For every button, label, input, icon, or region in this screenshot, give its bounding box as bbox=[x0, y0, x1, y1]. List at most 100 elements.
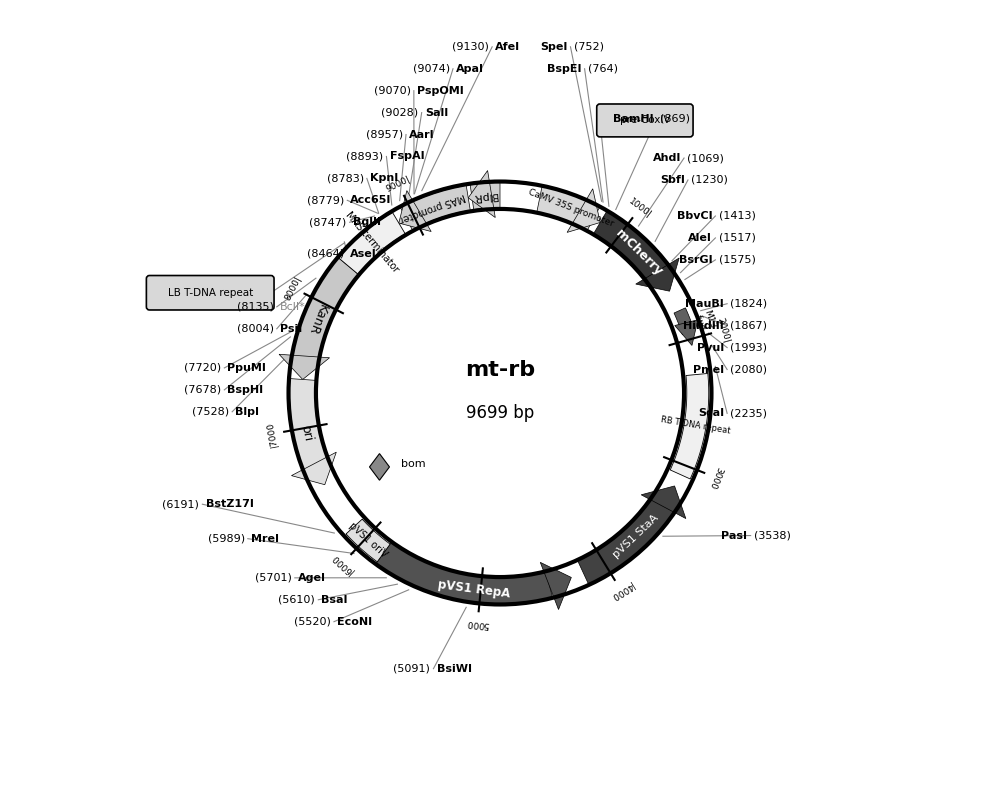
Text: PvuI: PvuI bbox=[697, 343, 724, 353]
Text: (7678): (7678) bbox=[184, 385, 221, 395]
Text: BsrGI: BsrGI bbox=[679, 255, 712, 265]
Text: KanR: KanR bbox=[304, 302, 329, 336]
Text: (5989): (5989) bbox=[208, 534, 245, 544]
Polygon shape bbox=[540, 562, 571, 609]
Text: AleI: AleI bbox=[688, 233, 712, 243]
Text: (5610): (5610) bbox=[278, 595, 315, 604]
Polygon shape bbox=[567, 189, 600, 233]
Text: BlpR: BlpR bbox=[471, 190, 497, 202]
Text: pre-CoxIV: pre-CoxIV bbox=[620, 116, 670, 126]
FancyBboxPatch shape bbox=[146, 276, 274, 310]
Text: AgeI: AgeI bbox=[298, 573, 326, 583]
Text: SbfI: SbfI bbox=[660, 175, 685, 185]
Text: M13
fwd: M13 fwd bbox=[693, 309, 717, 333]
Polygon shape bbox=[289, 182, 711, 604]
Text: 3000: 3000 bbox=[708, 465, 724, 490]
Text: mCherry: mCherry bbox=[613, 226, 665, 277]
Text: (8893): (8893) bbox=[346, 152, 383, 161]
Text: MAS terminator: MAS terminator bbox=[343, 210, 400, 275]
Text: (5520): (5520) bbox=[294, 617, 331, 626]
Text: (8135): (8135) bbox=[237, 302, 274, 312]
Text: (1230): (1230) bbox=[691, 175, 728, 185]
Polygon shape bbox=[641, 486, 686, 519]
Text: CaMV 35S promoter: CaMV 35S promoter bbox=[527, 188, 615, 229]
Text: FspAI: FspAI bbox=[390, 152, 424, 161]
Polygon shape bbox=[675, 320, 698, 346]
Text: (7528): (7528) bbox=[192, 407, 229, 417]
Text: AseI: AseI bbox=[350, 248, 377, 259]
Text: (1413): (1413) bbox=[719, 211, 755, 221]
Text: PsiI: PsiI bbox=[280, 324, 302, 334]
Text: SalI: SalI bbox=[425, 108, 448, 118]
Text: BspEI: BspEI bbox=[547, 64, 581, 74]
Text: 8000|: 8000| bbox=[283, 274, 303, 302]
Text: (8957): (8957) bbox=[366, 130, 403, 140]
Text: (6191): (6191) bbox=[162, 499, 199, 509]
Text: MAS promoter: MAS promoter bbox=[398, 190, 467, 224]
Polygon shape bbox=[468, 171, 495, 218]
Text: AhdI: AhdI bbox=[653, 153, 681, 163]
Polygon shape bbox=[279, 354, 330, 380]
Text: PspOMI: PspOMI bbox=[417, 86, 464, 96]
Text: (5701): (5701) bbox=[255, 573, 292, 583]
Text: BspHI: BspHI bbox=[227, 385, 264, 395]
Polygon shape bbox=[537, 186, 600, 230]
Text: (9074): (9074) bbox=[413, 64, 450, 74]
Text: BlpI: BlpI bbox=[235, 407, 259, 417]
Text: pVS1 oriV: pVS1 oriV bbox=[347, 521, 389, 560]
Text: (9070): (9070) bbox=[374, 86, 411, 96]
Text: BsaI: BsaI bbox=[321, 595, 348, 604]
Text: BbvCI: BbvCI bbox=[677, 211, 712, 221]
Text: LB T-DNA repeat: LB T-DNA repeat bbox=[168, 288, 253, 298]
Text: ApaI: ApaI bbox=[456, 64, 484, 74]
Polygon shape bbox=[291, 258, 359, 367]
Text: mt-rb: mt-rb bbox=[465, 359, 535, 380]
Polygon shape bbox=[291, 452, 336, 485]
Text: BclI*: BclI* bbox=[280, 302, 306, 312]
Text: 2000|: 2000| bbox=[715, 316, 731, 343]
Polygon shape bbox=[376, 542, 553, 604]
Text: MauBI: MauBI bbox=[685, 299, 724, 309]
Text: RB T-DNA repeat: RB T-DNA repeat bbox=[660, 415, 731, 435]
Text: 1000|: 1000| bbox=[627, 196, 653, 219]
Polygon shape bbox=[370, 454, 389, 480]
Polygon shape bbox=[670, 373, 709, 479]
Text: (8464): (8464) bbox=[307, 248, 344, 259]
Text: 9699 bp: 9699 bp bbox=[466, 403, 534, 421]
Text: pVS1 RepA: pVS1 RepA bbox=[437, 578, 511, 601]
Text: |7000: |7000 bbox=[265, 421, 279, 447]
FancyBboxPatch shape bbox=[597, 104, 693, 137]
Polygon shape bbox=[346, 519, 390, 562]
Text: (1517): (1517) bbox=[719, 233, 755, 243]
Text: EcoNI: EcoNI bbox=[337, 617, 372, 626]
Polygon shape bbox=[636, 258, 679, 291]
Polygon shape bbox=[289, 379, 331, 479]
Text: AarI: AarI bbox=[409, 130, 435, 140]
Text: PpuMI: PpuMI bbox=[227, 363, 266, 373]
Text: Acc65I: Acc65I bbox=[350, 196, 392, 205]
Text: pVS1 StaA: pVS1 StaA bbox=[611, 513, 660, 560]
Text: (9130): (9130) bbox=[452, 42, 489, 52]
Text: (9028): (9028) bbox=[381, 108, 419, 118]
Text: (764): (764) bbox=[588, 64, 618, 74]
Text: BsiWI: BsiWI bbox=[437, 663, 472, 674]
Polygon shape bbox=[593, 211, 674, 289]
Text: (1993): (1993) bbox=[730, 343, 767, 353]
Text: SpeI: SpeI bbox=[540, 42, 567, 52]
Text: (1575): (1575) bbox=[719, 255, 755, 265]
Text: KpnI: KpnI bbox=[370, 174, 398, 183]
Text: ScaI: ScaI bbox=[698, 409, 724, 418]
Text: MreI: MreI bbox=[251, 534, 279, 544]
Polygon shape bbox=[470, 182, 500, 210]
Text: 5000: 5000 bbox=[466, 618, 489, 630]
Text: (8004): (8004) bbox=[237, 324, 274, 334]
Text: (1824): (1824) bbox=[730, 299, 767, 309]
Text: (869): (869) bbox=[660, 114, 690, 124]
Text: (1069): (1069) bbox=[687, 153, 724, 163]
Text: BstZ17I: BstZ17I bbox=[206, 499, 253, 509]
Text: (8779): (8779) bbox=[307, 196, 344, 205]
Text: |6000: |6000 bbox=[330, 551, 355, 575]
Text: (8747): (8747) bbox=[309, 217, 346, 227]
Text: BglII: BglII bbox=[353, 217, 381, 227]
Text: (8783): (8783) bbox=[327, 174, 364, 183]
